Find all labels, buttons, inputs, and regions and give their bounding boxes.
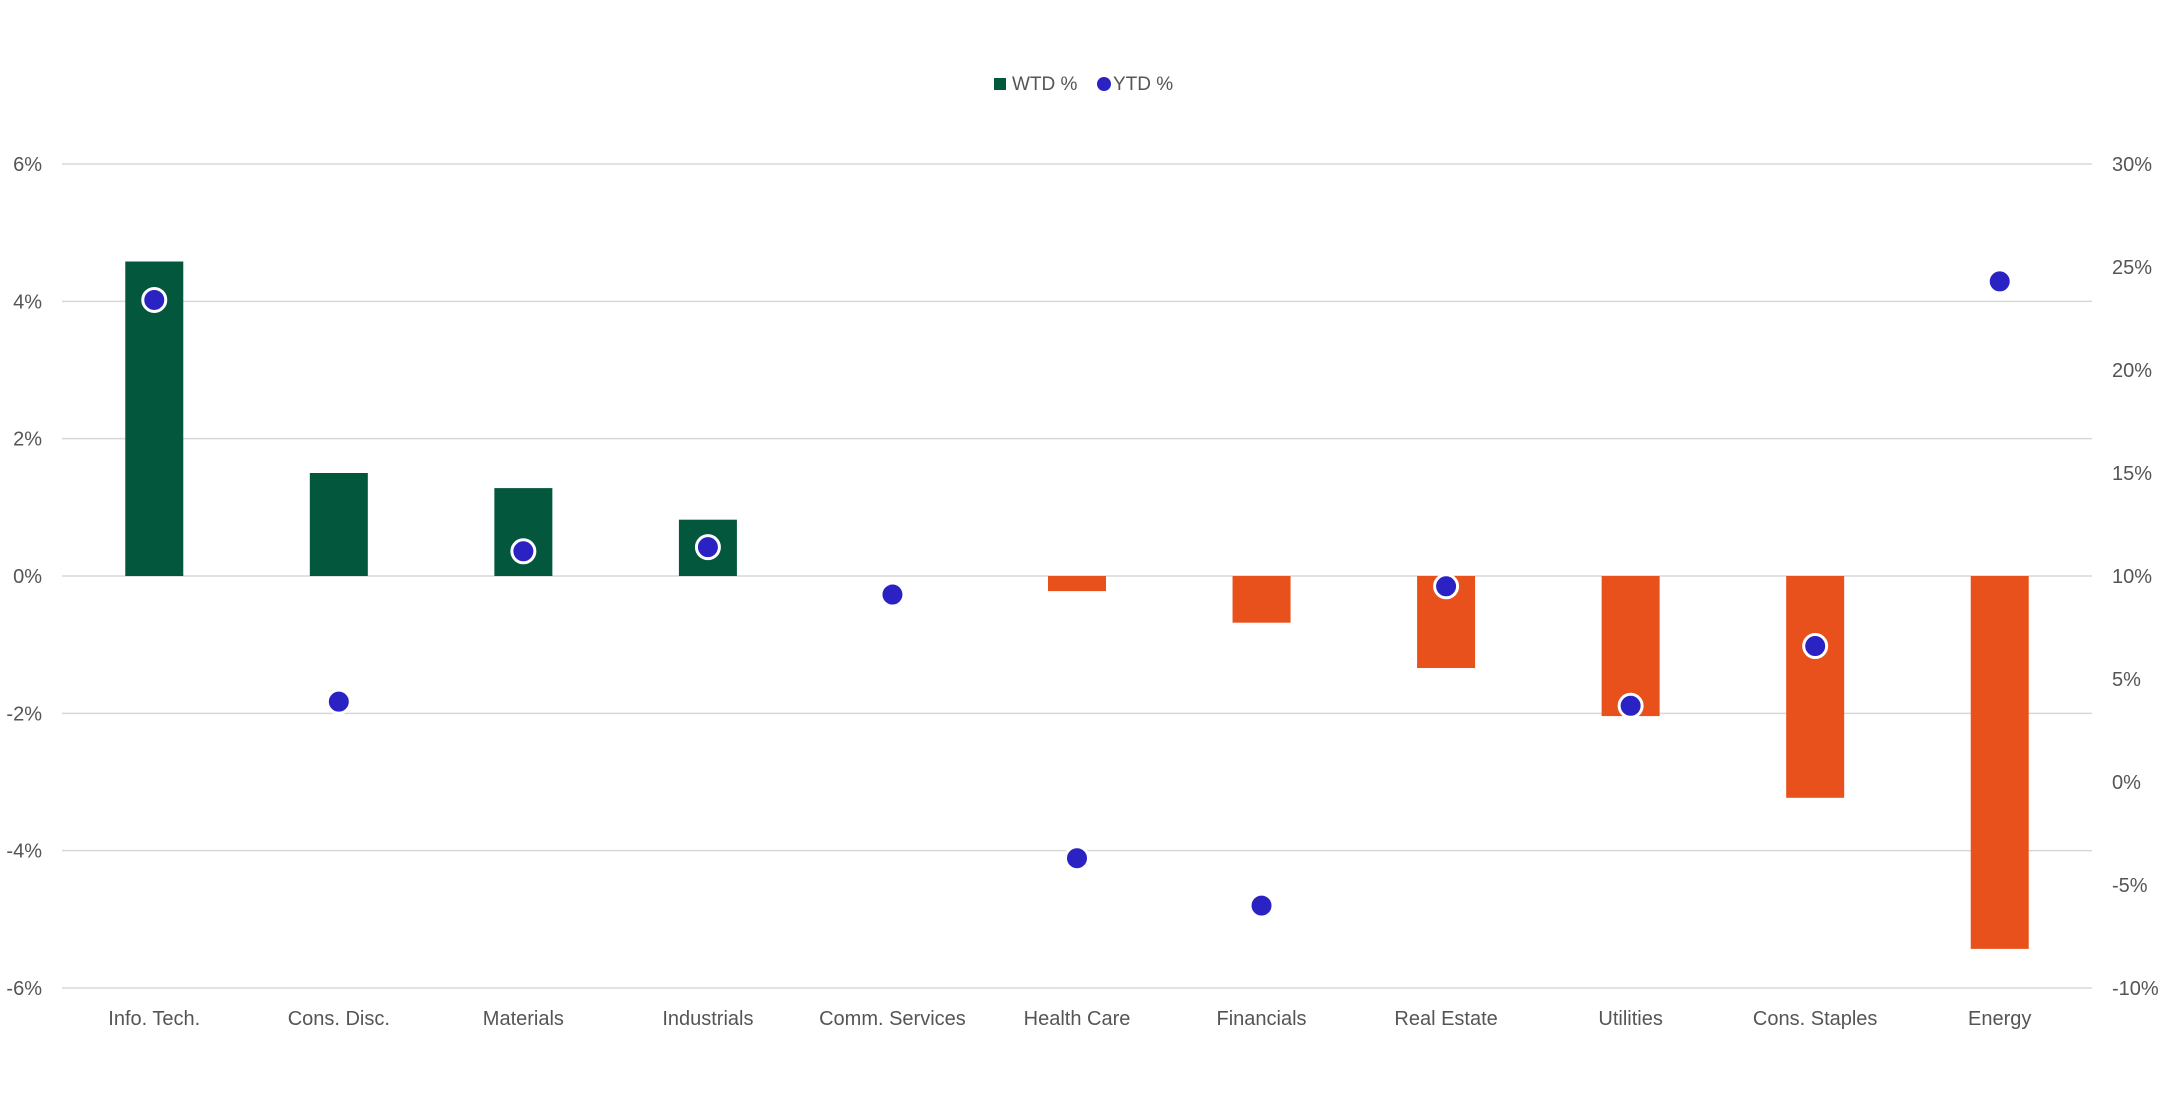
x-tick-label: Info. Tech.	[108, 1008, 200, 1030]
y-right-tick-label: -5%	[2112, 875, 2148, 897]
y-left-tick-label: 2%	[13, 429, 42, 451]
point-info-tech	[141, 286, 168, 313]
x-tick-label: Energy	[1968, 1008, 2031, 1030]
bar-info-tech	[125, 261, 184, 576]
y-left-tick-label: 6%	[13, 154, 42, 176]
point-materials	[510, 538, 537, 565]
y-right-tick-label: 10%	[2112, 566, 2152, 588]
legend-swatch-wtd	[994, 78, 1006, 90]
bar-financials	[1232, 576, 1291, 623]
point-utilities	[1617, 692, 1644, 719]
legend-label-wtd: WTD %	[1012, 74, 1078, 95]
bar-energy	[1970, 576, 2029, 949]
bar-layer	[125, 261, 2029, 949]
bar-cons-disc	[309, 473, 368, 576]
point-real-estate	[1433, 573, 1460, 600]
y-left-tick-label: -6%	[6, 978, 42, 1000]
y-right-tick-label: 0%	[2112, 772, 2141, 794]
y-left-tick-label: -4%	[6, 841, 42, 863]
point-layer	[141, 268, 2013, 919]
x-tick-label: Cons. Staples	[1753, 1008, 1878, 1030]
y-right-tick-label: 25%	[2112, 257, 2152, 279]
y-left-tick-label: -2%	[6, 703, 42, 725]
point-cons-disc	[325, 688, 352, 715]
x-tick-label: Materials	[483, 1008, 564, 1030]
point-comm-services	[879, 581, 906, 608]
x-tick-label: Real Estate	[1394, 1008, 1497, 1030]
point-cons-staples	[1802, 633, 1829, 660]
axis-layer: 6% 4% 2% 0% -2% -4% -6% 30% 25% 20% 15% 10% 5% 0% -5% -…	[6, 154, 2158, 1030]
point-health-care	[1064, 845, 1090, 872]
y-right-tick-label: -10%	[2112, 978, 2159, 1000]
y-right-tick-label: 20%	[2112, 360, 2152, 382]
point-energy	[1986, 268, 2013, 295]
y-right-tick-label: 15%	[2112, 463, 2152, 485]
y-left-tick-label: 4%	[13, 291, 42, 313]
x-tick-label: Comm. Services	[819, 1008, 966, 1030]
point-industrials	[694, 534, 721, 561]
bar-utilities	[1601, 576, 1660, 717]
y-left-tick-label: 0%	[13, 566, 42, 588]
legend: WTD % YTD %	[994, 74, 1173, 95]
y-right-tick-label: 30%	[2112, 154, 2152, 176]
point-financials	[1248, 892, 1275, 919]
bar-cons-staples	[1786, 576, 1845, 798]
y-right-tick-label: 5%	[2112, 669, 2141, 691]
x-tick-label: Industrials	[662, 1008, 753, 1030]
legend-label-ytd: YTD %	[1113, 74, 1173, 95]
x-tick-label: Health Care	[1024, 1008, 1131, 1030]
legend-swatch-ytd	[1097, 77, 1111, 91]
x-tick-label: Cons. Disc.	[288, 1008, 390, 1030]
bar-health-care	[1048, 576, 1106, 592]
x-tick-label: Financials	[1217, 1008, 1307, 1030]
x-tick-label: Utilities	[1598, 1008, 1662, 1030]
